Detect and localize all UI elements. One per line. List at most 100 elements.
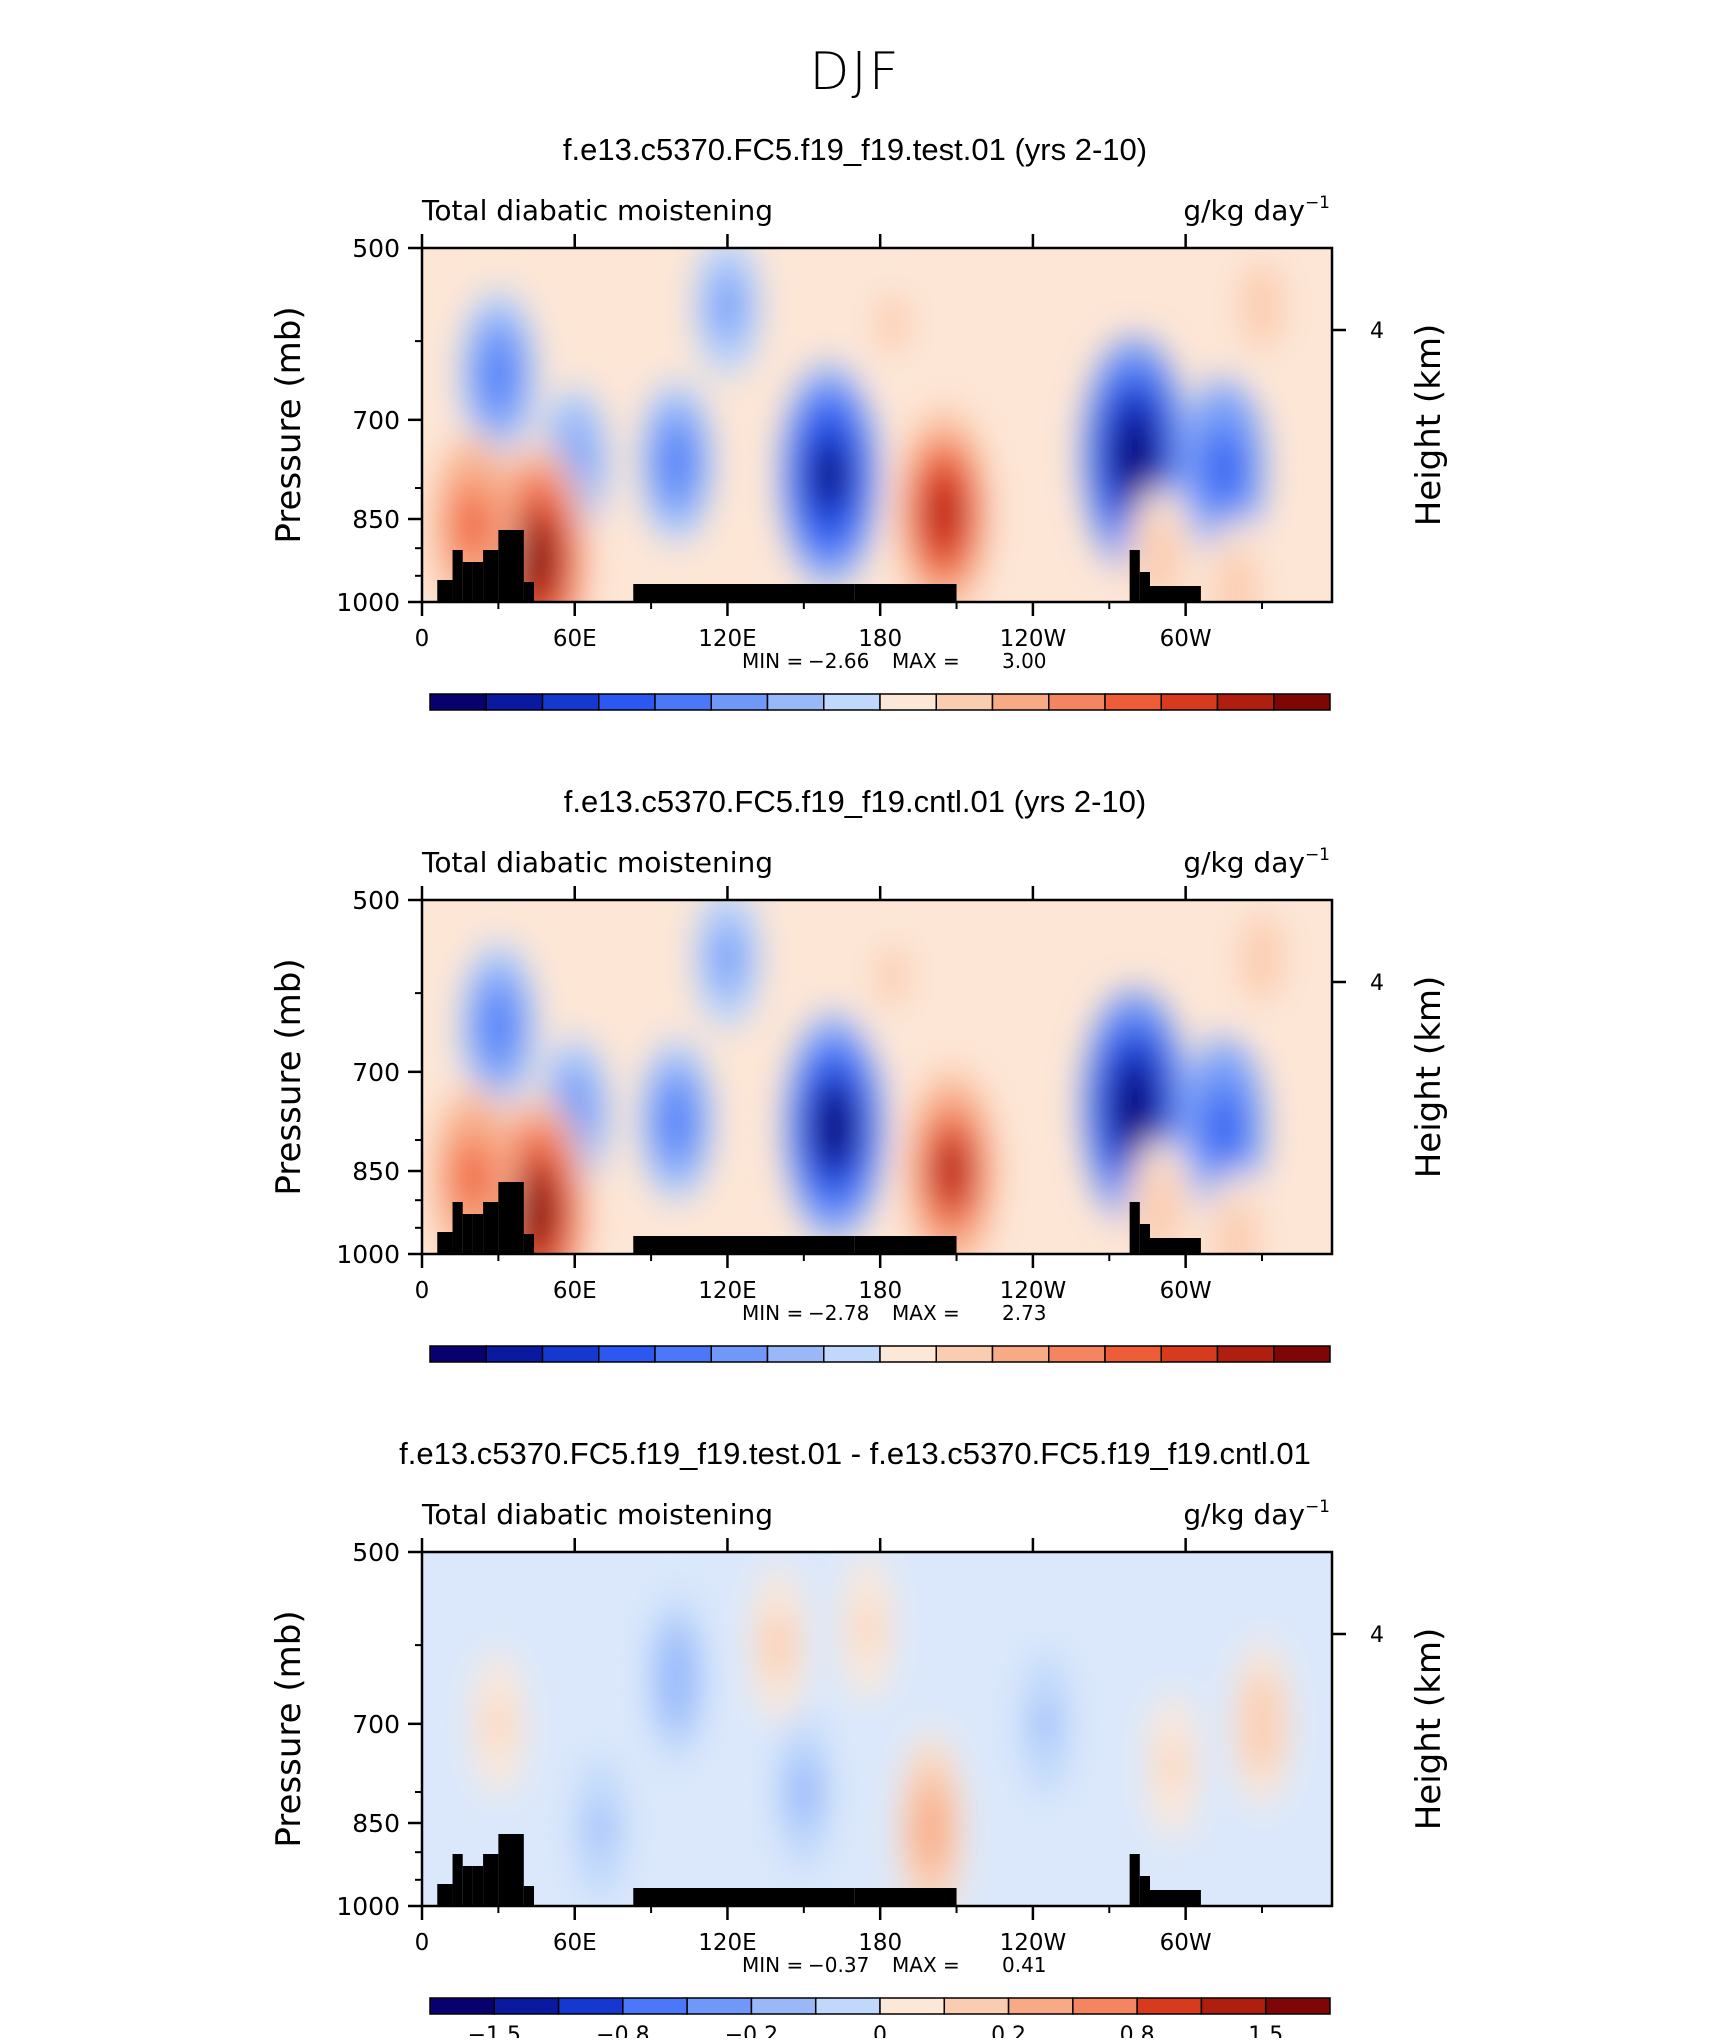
units-exponent: −1 [1305, 1497, 1330, 1517]
land-mask [498, 1182, 524, 1254]
plot-frame [420, 1550, 1334, 1908]
colorbar-label: 0.8 [1120, 2023, 1155, 2038]
contour-blur-group [429, 900, 1296, 1254]
colorbar-label: −2.1 [460, 719, 513, 720]
colorbar-label: −0.9 [685, 719, 738, 720]
colorbar-label: 0.3 [919, 719, 954, 720]
units-base: g/kg day [1183, 1498, 1305, 1531]
y-tick-label: 700 [352, 406, 400, 435]
units-exponent: −1 [1305, 845, 1330, 865]
y-right-axis-label: Height (km) [1409, 976, 1449, 1179]
y-axis-label: Pressure (mb) [269, 958, 309, 1195]
colorbar-bin [1136, 1997, 1203, 2015]
land-mask [498, 1834, 524, 1906]
colorbar-bin [943, 1997, 1010, 2015]
y-right-tick-label: 4 [1370, 971, 1384, 996]
panel-title: f.e13.c5370.FC5.f19_f19.test.01 - f.e13.… [399, 1436, 1311, 1471]
land-mask [633, 1888, 855, 1906]
colorbar-bin [823, 1345, 881, 1363]
contour-field [437, 1553, 1292, 1906]
contour-blob [457, 1150, 489, 1204]
colorbar-bin [485, 693, 544, 711]
colorbar-bin [654, 693, 712, 711]
plot-frame [420, 898, 1334, 1256]
x-tick-label: 60E [553, 1278, 597, 1304]
contour-blob [1223, 1220, 1250, 1254]
land-mask [633, 584, 855, 602]
land-mask [854, 584, 957, 602]
x-tick-label: 60W [1160, 1278, 1212, 1304]
colorbar-bin [991, 693, 1050, 711]
left-string: Total diabatic moistening [421, 846, 773, 879]
y-tick-label: 1000 [336, 1892, 400, 1921]
colorbar-bin [750, 1997, 817, 2015]
x-tick-label: 60W [1160, 626, 1212, 652]
y-tick-label: 700 [352, 1058, 400, 1087]
y-tick-label: 850 [352, 1809, 400, 1838]
colorbar-label: 1.5 [1144, 1371, 1179, 1372]
colorbar-bin [1048, 693, 1106, 711]
land-mask [1129, 1854, 1140, 1906]
y-right-axis-label: Height (km) [1409, 324, 1449, 527]
colorbar-bin [1160, 693, 1219, 711]
land-mask [1129, 550, 1140, 602]
stats-text: 2.73 [1002, 1301, 1047, 1325]
land-mask [854, 1888, 957, 1906]
contour-blob [1117, 423, 1152, 488]
colorbar-label: 1.5 [1248, 2023, 1283, 2038]
contour-blob [588, 1806, 612, 1852]
colorbar-bin [1104, 693, 1162, 711]
contour-blob [1033, 1700, 1058, 1747]
y-tick-label: 1000 [336, 1240, 400, 1269]
land-mask [472, 562, 484, 602]
colorbar-bin [429, 693, 487, 711]
colorbar-bin [1048, 1345, 1106, 1363]
colorbar-bin [766, 1345, 825, 1363]
contour-blob [1117, 1075, 1152, 1140]
x-tick-label: 0 [415, 1278, 430, 1304]
land-mask [523, 582, 534, 602]
y-tick-label: 850 [352, 1157, 400, 1186]
contour-blob [879, 301, 906, 346]
colorbar-bin [991, 1345, 1050, 1363]
land-mask [1129, 1202, 1140, 1254]
x-tick-label: 180 [858, 1930, 902, 1956]
colorbar-label: −1.5 [572, 1371, 625, 1372]
colorbar-bin [1072, 1997, 1138, 2015]
colorbar-bin [429, 1345, 487, 1363]
contour-panel: Total diabatic moistening g/kg day−1 500 70… [269, 845, 1449, 1396]
contour-blob [1146, 536, 1174, 583]
y-right-axis-label: Height (km) [1409, 1628, 1449, 1831]
x-tick-label: 180 [858, 626, 902, 652]
contour-blob [483, 348, 513, 400]
stats-text: MAX = [892, 649, 960, 673]
units-exponent: −1 [1305, 193, 1330, 213]
x-tick-label: 120E [698, 626, 756, 652]
land-mask [462, 1866, 473, 1906]
colorbar-bin [598, 1345, 656, 1363]
units-base: g/kg day [1183, 846, 1305, 879]
land-mask [437, 1884, 453, 1906]
colorbar-label: −1.5 [572, 719, 625, 720]
colorbar-bin [1264, 1997, 1331, 2015]
contour-blob [812, 444, 847, 507]
topography [437, 1182, 1201, 1254]
contour-blob [1249, 1698, 1275, 1750]
colorbar-bin [710, 693, 769, 711]
colorbar-bin [686, 1997, 753, 2015]
x-tick-label: 60E [553, 1930, 597, 1956]
contour-blob [766, 1621, 791, 1670]
contour-blob [483, 1000, 513, 1052]
colorbar-bin [1104, 1345, 1162, 1363]
colorbar-bin [1273, 693, 1331, 711]
contour-blob [664, 1652, 689, 1704]
stats-text: MIN = [742, 649, 803, 673]
land-mask [1139, 1224, 1150, 1254]
x-tick-label: 180 [858, 1278, 902, 1304]
land-mask [452, 550, 463, 602]
colorbar-label: −0.9 [685, 1371, 738, 1372]
land-mask [1150, 1890, 1201, 1906]
colorbar-bin [935, 693, 994, 711]
x-tick-label: 120W [1000, 1930, 1067, 1956]
land-mask [1150, 1238, 1201, 1254]
